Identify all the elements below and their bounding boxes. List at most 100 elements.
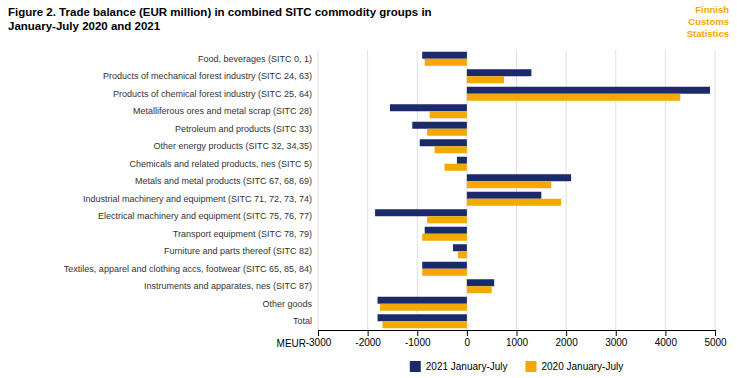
y-tick-label: Industrial machinery and equipment (SITC… (83, 194, 312, 204)
title: Figure 2. Trade balance (EUR million) in… (8, 6, 432, 32)
x-tick-label: 0 (465, 337, 471, 348)
x-tick: 1000 (506, 330, 529, 348)
x-axis-title: MEUR (277, 338, 306, 349)
y-tick-label: Products of mechanical forest industry (… (103, 71, 312, 81)
plot-area: -3000 -2000 -1000 0 1000 2000 3000 4000 5000 Food… (64, 50, 727, 348)
y-tick: Petroleum and products (SITC 33) (175, 124, 318, 134)
x-tick-label: -1000 (405, 337, 431, 348)
grid-line (367, 50, 368, 330)
bar (457, 157, 467, 164)
annotation: FinnishCustomsStatistics (687, 4, 729, 39)
x-tick-mark (616, 330, 617, 336)
y-tick-label: Other energy products (SITC 32, 34,35) (153, 141, 312, 151)
y-tick-label: Chemicals and related products, nes (SIT… (129, 159, 312, 169)
legend-item: 2021 January-July (410, 361, 508, 372)
bar (435, 146, 467, 153)
y-tick-label: Food, beverages (SITC 0, 1) (198, 54, 312, 64)
y-tick-label: Metals and metal products (SITC 67, 68, … (135, 176, 312, 186)
bar (422, 52, 467, 59)
bar (467, 174, 571, 181)
y-tick: Metals and metal products (SITC 67, 68, … (135, 176, 318, 186)
y-tick: Metalliferous ores and metal scrap (SITC… (133, 106, 318, 116)
bar (380, 304, 467, 311)
x-tick: 0 (465, 330, 471, 348)
y-tick-label: Products of chemical forest industry (SI… (113, 89, 312, 99)
legend-item: 2020 January-July (526, 361, 624, 372)
bar (412, 122, 467, 129)
x-tick: 5000 (704, 330, 727, 348)
x-tick-mark (318, 330, 319, 336)
bar (467, 192, 541, 199)
bar (427, 129, 467, 136)
y-axis: Food, beverages (SITC 0, 1) Products of m… (64, 54, 318, 327)
bar (390, 104, 467, 111)
bar (420, 139, 467, 146)
bar (458, 251, 467, 258)
bar (422, 234, 467, 241)
y-tick: Transport equipment (SITC 78, 79) (173, 229, 318, 239)
bar (467, 87, 710, 94)
bar (422, 262, 467, 269)
bar (375, 209, 467, 216)
bar (445, 164, 467, 171)
x-tick: 2000 (556, 330, 579, 348)
legend-swatch (526, 361, 537, 372)
x-tick-mark (566, 330, 567, 336)
y-tick: Total (293, 316, 318, 326)
y-tick-label: Textiles, apparel and clothing accs, foo… (64, 264, 312, 274)
legend-label: 2020 January-July (542, 361, 624, 372)
legend: 2021 January-July 2020 January-July (410, 361, 623, 372)
bar (425, 227, 467, 234)
bar (467, 199, 561, 206)
x-tick: -3000 (306, 330, 332, 348)
legend-label: 2021 January-July (426, 361, 508, 372)
x-tick: 3000 (605, 330, 628, 348)
x-tick-mark (715, 330, 716, 336)
y-tick: Products of mechanical forest industry (… (103, 71, 318, 81)
x-axis-line (319, 331, 716, 337)
y-tick: Chemicals and related products, nes (SIT… (129, 159, 318, 169)
bar (467, 69, 532, 76)
x-tick-label: 4000 (655, 337, 678, 348)
x-tick-label: 5000 (704, 337, 727, 348)
x-axis: -3000 -2000 -1000 0 1000 2000 3000 4000 5000 (306, 330, 727, 348)
y-tick-label: Instruments and apparates, nes (SITC 87) (144, 281, 312, 291)
bar (430, 111, 467, 118)
x-tick-label: -2000 (355, 337, 381, 348)
bar (467, 286, 492, 293)
y-tick-label: Transport equipment (SITC 78, 79) (173, 229, 312, 239)
x-tick-label: 2000 (556, 337, 579, 348)
bar (425, 59, 467, 66)
bar (427, 216, 467, 223)
y-tick: Other energy products (SITC 32, 34,35) (153, 141, 318, 151)
x-tick-mark (467, 330, 468, 336)
grid (318, 50, 715, 330)
bar (422, 269, 467, 276)
chart: Figure 2. Trade balance (EUR million) in… (0, 0, 737, 378)
y-tick: Other goods (262, 299, 318, 309)
y-tick: Textiles, apparel and clothing accs, foo… (64, 264, 318, 274)
grid-line (417, 50, 418, 330)
y-tick: Furniture and parts thereof (SITC 82) (164, 246, 318, 256)
y-tick-label: Petroleum and products (SITC 33) (175, 124, 312, 134)
grid-line (715, 50, 716, 330)
x-tick-label: -3000 (306, 337, 332, 348)
legend-swatch (410, 361, 421, 372)
x-tick-mark (368, 330, 369, 336)
x-tick: -2000 (355, 330, 381, 348)
bar (467, 181, 551, 188)
grid-line (318, 50, 319, 330)
y-tick-label: Total (293, 316, 312, 326)
bar (467, 279, 494, 286)
y-tick: Products of chemical forest industry (SI… (113, 89, 318, 99)
y-tick-label: Electrical machinery and equipment (SITC… (98, 211, 312, 221)
bars (375, 52, 710, 329)
x-tick-mark (417, 330, 418, 336)
x-tick-mark (665, 330, 666, 336)
x-tick: -1000 (405, 330, 431, 348)
y-tick-label: Metalliferous ores and metal scrap (SITC… (133, 106, 312, 116)
x-tick-label: 3000 (605, 337, 628, 348)
series (380, 59, 680, 329)
y-tick-label: Other goods (262, 299, 312, 309)
y-tick: Instruments and apparates, nes (SITC 87) (144, 281, 318, 291)
